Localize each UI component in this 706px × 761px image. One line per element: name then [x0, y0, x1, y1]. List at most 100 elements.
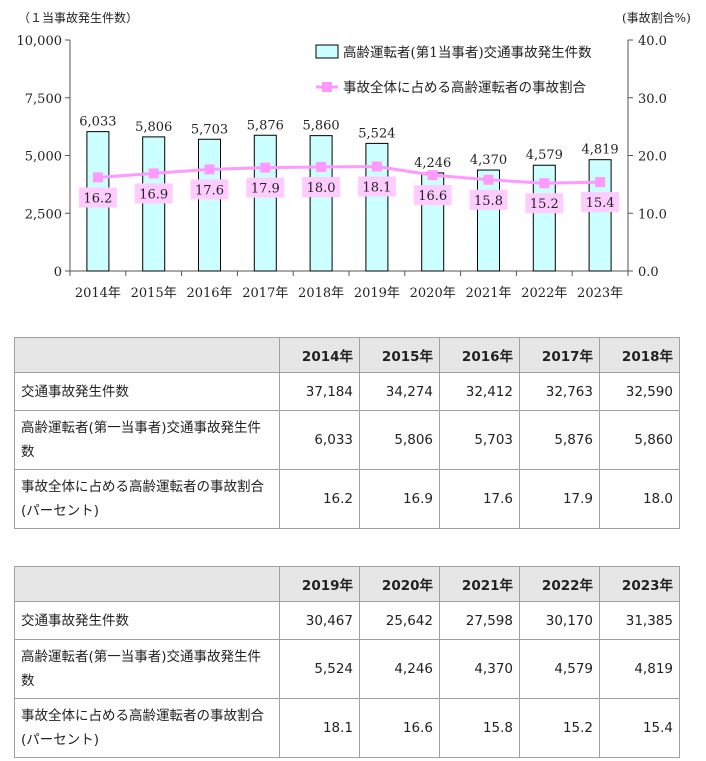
- line-marker: [92, 172, 103, 183]
- legend-bar-label: 高齢運転者(第1当事者)交通事故発生件数: [343, 44, 592, 61]
- bar-data-label: 5,876: [247, 118, 284, 133]
- line-marker: [260, 162, 271, 173]
- bar: [532, 164, 556, 272]
- legend: 高齢運転者(第1当事者)交通事故発生件数 事故全体に占める高齢運転者の事故割合: [315, 44, 592, 96]
- column-header: 2015年: [359, 337, 440, 373]
- table-cell: 17.6: [439, 469, 520, 529]
- table-row: 事故全体に占める高齢運転者の事故割合(パーセント) 16.2 16.9 17.6…: [14, 469, 680, 529]
- table-cell: 31,385: [599, 601, 680, 640]
- x-tick-label: 2021年: [465, 286, 511, 301]
- right-tick-label: 40.0: [638, 34, 667, 49]
- table-cell: 4,819: [599, 639, 680, 699]
- left-tick-label: 10,000: [17, 34, 63, 49]
- line-label-box: [525, 193, 564, 214]
- table-cell: 18.1: [279, 698, 360, 758]
- line-data-label: 16.9: [139, 187, 168, 202]
- bar-data-label: 4,246: [414, 156, 451, 171]
- table-corner-cell: [14, 566, 280, 602]
- table-cell: 25,642: [359, 601, 440, 640]
- row-label: 事故全体に占める高齢運転者の事故割合(パーセント): [14, 469, 280, 529]
- right-tick-label: 30.0: [638, 92, 667, 107]
- table-cell: 5,703: [439, 410, 520, 470]
- left-axis-title: （１当事故発生件数）: [18, 10, 138, 25]
- line-data-label: 15.4: [586, 196, 615, 211]
- x-tick-label: 2014年: [75, 286, 121, 301]
- bar: [198, 138, 221, 272]
- line-label-box: [469, 189, 508, 210]
- table-cell: 4,370: [439, 639, 520, 699]
- line-label-box: [357, 176, 396, 197]
- line-label-box: [134, 183, 173, 204]
- table-cell: 32,590: [599, 372, 680, 411]
- data-table-2014-2018: 2014年 2015年 2016年 2017年 2018年 交通事故発生件数 3…: [14, 337, 680, 529]
- combo-chart: （１当事故発生件数） (事故割合%) 6,033 5,806 5,703 5,876 5…: [17, 10, 691, 301]
- x-tick-label: 2016年: [186, 286, 232, 301]
- table-cell: 17.9: [519, 469, 600, 529]
- row-label: 高齢運転者(第一当事者)交通事故発生件数: [14, 639, 280, 699]
- line-marker: [371, 161, 382, 172]
- table-corner-cell: [14, 337, 280, 373]
- left-tick-label: 5,000: [25, 150, 62, 165]
- x-tick-label: 2018年: [298, 286, 344, 301]
- table-row: 事故全体に占める高齢運転者の事故割合(パーセント) 18.1 16.6 15.8…: [14, 698, 680, 758]
- bar-data-label: 5,860: [302, 119, 339, 134]
- tick-labels: 0 2,500 5,000 7,500 10,000 0.0 10.0 20.0 30.0 40.…: [17, 34, 667, 301]
- bar: [309, 135, 333, 272]
- x-tick-label: 2019年: [354, 286, 400, 301]
- line-label-box: [78, 187, 117, 208]
- line-label-box: [246, 177, 285, 198]
- table-cell: 18.0: [599, 469, 680, 529]
- line-path: [97, 164, 601, 185]
- x-tick-label: 2015年: [131, 286, 177, 301]
- bar-data-label: 5,806: [135, 120, 172, 135]
- table-cell: 30,170: [519, 601, 600, 640]
- left-tick-label: 0: [54, 265, 62, 280]
- data-table-2019-2023: 2019年 2020年 2021年 2022年 2023年 交通事故発生件数 3…: [14, 566, 680, 758]
- bar-data-label: 6,033: [79, 115, 116, 130]
- table-cell: 27,598: [439, 601, 520, 640]
- x-tick-label: 2017年: [242, 286, 288, 301]
- table-row: 交通事故発生件数 30,467 25,642 27,598 30,170 31,…: [14, 601, 680, 640]
- table-cell: 15.2: [519, 698, 600, 758]
- x-tick-label: 2023年: [577, 286, 623, 301]
- table-cell: 4,579: [519, 639, 600, 699]
- column-header: 2018年: [599, 337, 680, 373]
- line-data-label: 17.9: [251, 182, 280, 197]
- column-header: 2014年: [279, 337, 360, 373]
- bar: [365, 142, 389, 272]
- column-header: 2017年: [519, 337, 600, 373]
- bar: [588, 159, 612, 272]
- table-cell: 32,763: [519, 372, 600, 411]
- right-tick-label: 10.0: [638, 207, 667, 222]
- bar: [253, 134, 277, 272]
- legend-line-marker: [322, 82, 332, 92]
- line-marker: [204, 164, 215, 175]
- line-marker: [539, 178, 550, 189]
- legend-bar-swatch: [315, 44, 339, 59]
- row-label: 交通事故発生件数: [14, 601, 280, 640]
- row-label: 事故全体に占める高齢運転者の事故割合(パーセント): [14, 698, 280, 758]
- x-tick-label: 2022年: [521, 286, 567, 301]
- table-row: 高齢運転者(第一当事者)交通事故発生件数 6,033 5,806 5,703 5…: [14, 410, 680, 470]
- right-axis-title: (事故割合%): [622, 10, 691, 25]
- column-header: 2023年: [599, 566, 680, 602]
- bar-data-labels: 6,033 5,806 5,703 5,876 5,860 5,524 4,246 4,370…: [79, 115, 618, 171]
- line-marker: [483, 174, 494, 185]
- table-cell: 32,412: [439, 372, 520, 411]
- line-marker: [316, 162, 327, 173]
- column-header: 2021年: [439, 566, 520, 602]
- bar-data-label: 5,703: [191, 122, 228, 137]
- left-tick-label: 2,500: [25, 207, 62, 222]
- table-row: 交通事故発生件数 37,184 34,274 32,412 32,763 32,…: [14, 372, 680, 411]
- line-data-label: 16.6: [418, 189, 447, 204]
- x-tick-label: 2020年: [410, 286, 456, 301]
- table-cell: 30,467: [279, 601, 360, 640]
- line-label-box: [581, 192, 620, 213]
- line-marker: [595, 177, 606, 188]
- column-header: 2020年: [359, 566, 440, 602]
- line-marker: [148, 168, 159, 179]
- line-data-label: 15.8: [474, 194, 503, 209]
- line-data-label: 15.2: [530, 197, 559, 212]
- table-cell: 6,033: [279, 410, 360, 470]
- line-data-label: 18.0: [307, 181, 336, 196]
